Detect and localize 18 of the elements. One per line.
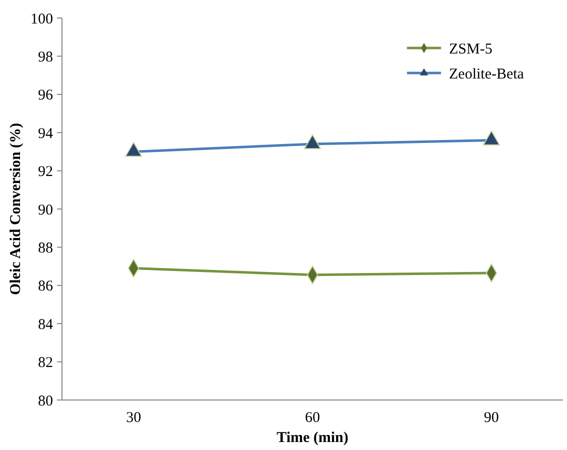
- y-tick-label: 96: [38, 88, 54, 104]
- x-axis-title: Time (min): [276, 430, 348, 446]
- y-tick-label: 82: [38, 355, 53, 372]
- y-tick-label: 92: [38, 164, 53, 180]
- legend-label: ZSM-5: [449, 41, 492, 58]
- y-tick-label: 90: [38, 202, 53, 218]
- y-tick-label: 80: [38, 393, 53, 410]
- x-tick-label: 60: [305, 410, 320, 426]
- y-tick-label: 84: [38, 316, 54, 333]
- y-tick-label: 98: [38, 49, 53, 66]
- x-tick-label: 90: [484, 410, 499, 426]
- y-axis-title: Oleic Acid Conversion (%): [8, 122, 24, 296]
- y-tick-label: 94: [38, 126, 54, 142]
- y-tick-label: 86: [38, 278, 54, 295]
- x-tick-label: 30: [126, 410, 142, 426]
- y-tick-label: 88: [38, 240, 53, 256]
- legend-label: Zeolite-Beta: [449, 66, 524, 82]
- y-tick-label: 100: [30, 11, 53, 28]
